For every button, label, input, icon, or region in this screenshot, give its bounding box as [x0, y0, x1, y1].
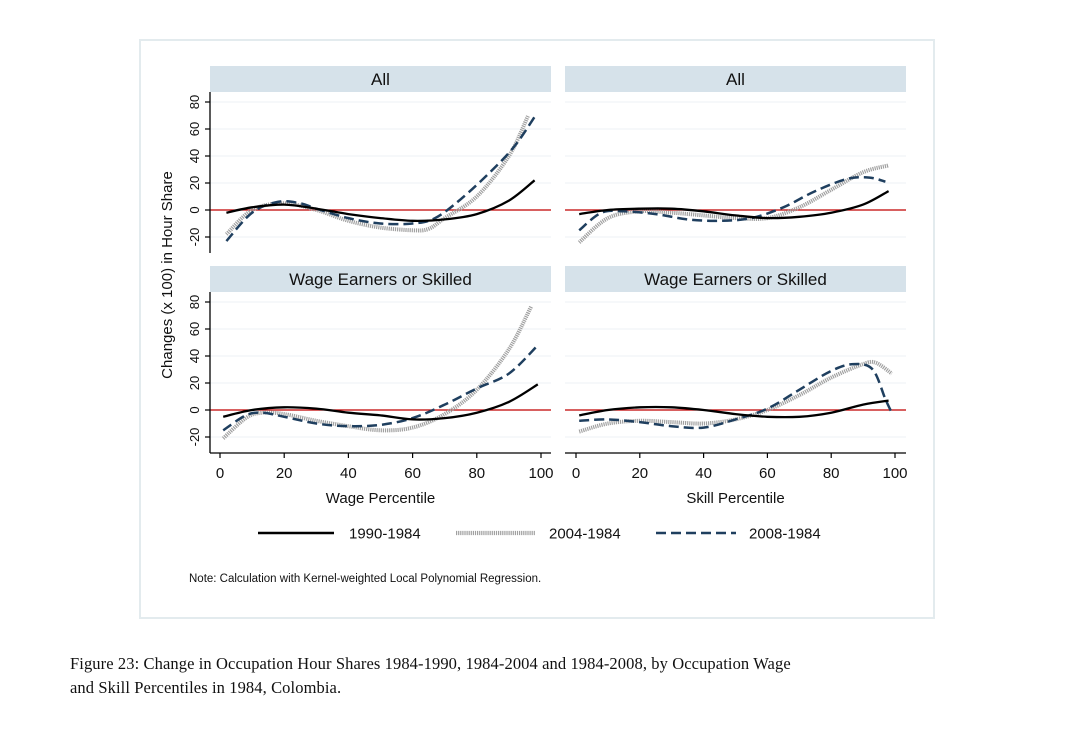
y-tick-label: 40	[187, 349, 202, 363]
y-tick-label: 20	[187, 376, 202, 390]
y-tick-label: 0	[187, 206, 202, 213]
y-tick-label: -20	[187, 428, 202, 447]
panel-bottom-right: Wage Earners or Skilled 0 20 40 60 80 100 Skill…	[565, 266, 908, 507]
panel-top-left: All -20 0 20 40 60 80	[187, 66, 551, 253]
series-line-2008	[578, 175, 886, 232]
caption-line-1: Figure 23: Change in Occupation Hour Sha…	[70, 654, 791, 673]
x-tick-label: 100	[882, 465, 907, 482]
legend: 1990-1984 2004-1984 2008-1984	[258, 526, 821, 543]
panel-strip	[565, 66, 906, 92]
x-tick-label: 40	[695, 465, 712, 482]
series-line-2004	[577, 163, 890, 244]
panel-title: Wage Earners or Skilled	[644, 270, 827, 289]
x-tick-label: 80	[823, 465, 840, 482]
caption-line-2: and Skill Percentiles in 1984, Colombia.	[70, 678, 342, 697]
y-tick-label: 60	[187, 322, 202, 336]
panel-title: Wage Earners or Skilled	[289, 270, 472, 289]
series-line-2008	[222, 344, 539, 432]
y-tick-label: 80	[187, 295, 202, 309]
series-line-2004	[224, 114, 531, 236]
legend-label-2004-1984: 2004-1984	[549, 526, 621, 543]
panel-title: All	[726, 70, 745, 89]
series-line-2008	[579, 362, 893, 430]
x-tick-label: 80	[468, 465, 485, 482]
series-line-1990	[578, 399, 889, 419]
series-line-2008	[225, 116, 536, 242]
y-tick-label: 0	[187, 406, 202, 413]
y-tick-label: 20	[187, 176, 202, 190]
y-axis-title: Changes (x 100) in Hour Share	[159, 171, 176, 379]
panel-strip	[210, 66, 551, 92]
x-tick-label: 100	[528, 465, 553, 482]
x-tick-label: 40	[340, 465, 357, 482]
x-tick-label: 20	[276, 465, 293, 482]
panel-strip	[565, 266, 906, 292]
panel-strip	[210, 266, 551, 292]
series-line-1990	[579, 190, 890, 220]
panels: All -20 0 20 40 60 80 All Wage Earners or Skille…	[187, 66, 908, 507]
y-tick-label: -20	[187, 228, 202, 247]
x-tick-label: 0	[216, 465, 224, 482]
series-line-1990	[226, 179, 536, 222]
x-tick-label: 60	[759, 465, 776, 482]
panel-title: All	[371, 70, 390, 89]
y-tick-label: 60	[187, 122, 202, 136]
panel-bottom-left: Wage Earners or Skilled -20 0 20 40 60 80 0 20 40…	[187, 266, 554, 507]
y-tick-label: 40	[187, 149, 202, 163]
x-axis-title: Skill Percentile	[686, 490, 784, 507]
x-axis-title: Wage Percentile	[326, 490, 436, 507]
series-line-1990	[222, 383, 539, 421]
legend-label-2008-1984: 2008-1984	[749, 526, 821, 543]
x-tick-label: 0	[572, 465, 580, 482]
panel-top-right: All	[565, 66, 906, 244]
y-tick-label: 80	[187, 95, 202, 109]
x-tick-label: 20	[631, 465, 648, 482]
chart-note: Note: Calculation with Kernel-weighted L…	[189, 573, 541, 585]
legend-label-1990-1984: 1990-1984	[349, 526, 421, 543]
figure-caption: Figure 23: Change in Occupation Hour Sha…	[70, 652, 1010, 700]
x-tick-label: 60	[404, 465, 421, 482]
